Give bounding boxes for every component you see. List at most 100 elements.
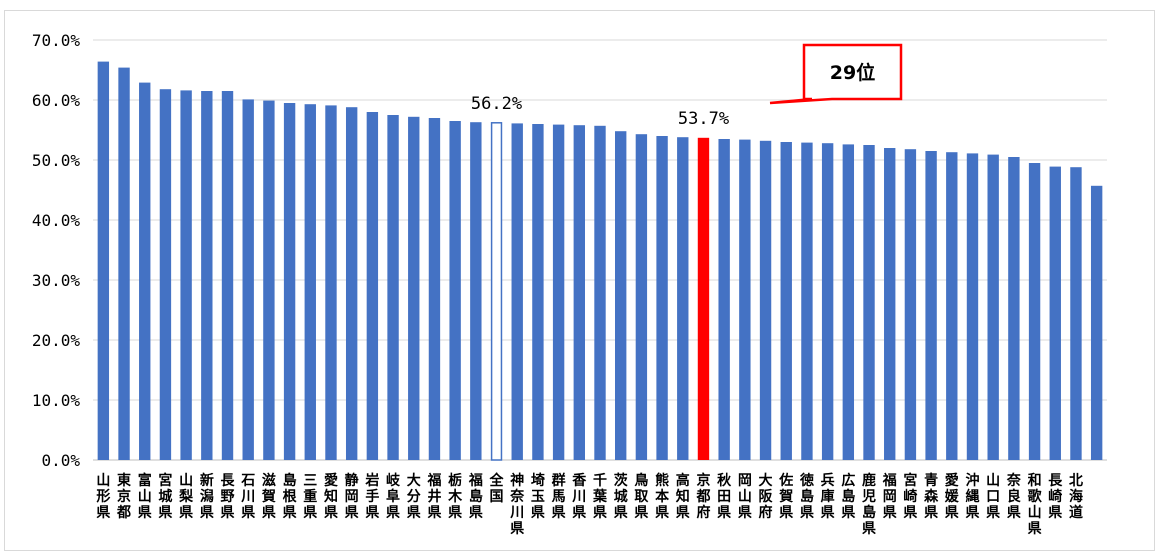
bar (201, 91, 213, 460)
x-tick-label: 秋田県 (717, 472, 732, 521)
x-tick-label: 福岡県 (882, 472, 897, 521)
x-tick-label: 鹿児島県 (861, 472, 876, 537)
x-tick-label: 富山県 (138, 472, 152, 521)
bar (428, 118, 441, 460)
bar (345, 107, 358, 460)
chart-frame (4, 10, 1155, 551)
x-tick-label: 山口県 (986, 473, 1000, 521)
x-tick-label: 佐賀県 (778, 472, 793, 521)
x-tick-label: 全国 (489, 472, 505, 505)
y-tick-label: 70.0% (32, 31, 81, 50)
bar (118, 67, 130, 460)
y-tick-label: 20.0% (32, 331, 81, 350)
x-tick-label: 奈良県 (1006, 472, 1022, 521)
bar (449, 121, 461, 460)
bar (615, 131, 627, 460)
x-tick-label: 東京都 (116, 472, 131, 521)
x-tick-label: 徳島県 (799, 472, 814, 521)
x-tick-label: 山梨県 (178, 473, 194, 521)
bar (925, 151, 937, 460)
bar (904, 149, 917, 460)
bar (1070, 167, 1082, 460)
bar (801, 142, 813, 460)
callout-label: 29位 (830, 61, 875, 84)
x-tick-label: 広島県 (841, 472, 855, 521)
bar (408, 116, 420, 461)
x-tick-label: 北海道 (1069, 473, 1083, 521)
bar (366, 112, 379, 460)
x-tick-label: 熊本県 (655, 472, 670, 521)
bar (759, 140, 772, 461)
x-tick-label: 福島県 (468, 472, 483, 521)
x-tick-label: 高知県 (676, 472, 690, 521)
bar (1008, 157, 1020, 460)
bar (946, 152, 958, 460)
bar (821, 143, 834, 460)
y-tick-label: 0.0% (41, 451, 80, 470)
bar (718, 139, 730, 460)
x-tick-label: 沖縄県 (965, 472, 979, 521)
bar (863, 145, 875, 460)
x-tick-label: 宮崎県 (903, 472, 917, 521)
bar (842, 144, 855, 460)
x-tick-label: 愛媛県 (944, 472, 960, 521)
bar (159, 89, 172, 460)
y-tick-label: 40.0% (32, 211, 81, 230)
bar (511, 123, 523, 461)
x-tick-label: 神奈川県 (509, 472, 525, 537)
x-tick-label: 大阪府 (759, 472, 774, 521)
bar (532, 124, 544, 460)
x-tick-label: 栃木県 (447, 472, 463, 521)
bar (97, 61, 110, 460)
x-tick-label: 鳥取県 (634, 472, 649, 521)
x-tick-label: 山形県 (96, 473, 110, 521)
x-tick-label: 岐阜県 (386, 472, 401, 521)
x-tick-label: 静岡県 (345, 472, 359, 521)
bar (263, 100, 275, 460)
x-tick-label: 滋賀県 (261, 472, 276, 521)
bar (1028, 163, 1041, 460)
x-tick-label: 大分県 (407, 472, 421, 521)
bar (1090, 185, 1103, 461)
bar (656, 136, 668, 460)
bar (739, 139, 751, 460)
callout-box (769, 43, 903, 105)
x-tick-label: 埼玉県 (531, 472, 545, 521)
bar (139, 82, 151, 460)
x-tick-label: 香川県 (571, 472, 587, 521)
x-tick-label: 茨城県 (614, 472, 628, 521)
x-tick-label: 島根県 (283, 472, 298, 521)
bar (697, 137, 710, 461)
x-tick-label: 京都府 (695, 472, 710, 521)
x-tick-label: 長野県 (221, 473, 236, 521)
bar (780, 142, 792, 460)
x-tick-label: 青森県 (924, 472, 939, 521)
x-tick-label: 和歌山県 (1028, 473, 1043, 537)
bar (470, 122, 482, 460)
x-tick-label: 岡山県 (738, 473, 752, 521)
bar (325, 105, 337, 461)
x-tick-label: 兵庫県 (821, 472, 835, 521)
bar (573, 125, 585, 460)
bar (1049, 166, 1061, 460)
bar (283, 103, 296, 460)
x-tick-label: 愛知県 (324, 472, 338, 521)
bar (490, 122, 503, 461)
x-tick-label: 千葉県 (592, 472, 608, 521)
x-tick-label: 長崎県 (1048, 473, 1063, 521)
x-tick-label: 新潟県 (200, 472, 214, 521)
bar (387, 115, 399, 460)
y-tick-label: 30.0% (32, 271, 81, 290)
bar (594, 125, 606, 461)
x-tick-label: 岩手県 (364, 472, 379, 521)
bar (987, 154, 999, 460)
data-label: 56.2% (471, 94, 522, 114)
y-tick-label: 50.0% (32, 151, 81, 170)
bar (635, 134, 648, 460)
bar (242, 99, 254, 461)
bar (221, 91, 234, 460)
bar (884, 148, 896, 460)
x-tick-label: 宮城県 (158, 472, 172, 521)
x-tick-label: 福井県 (426, 472, 441, 521)
